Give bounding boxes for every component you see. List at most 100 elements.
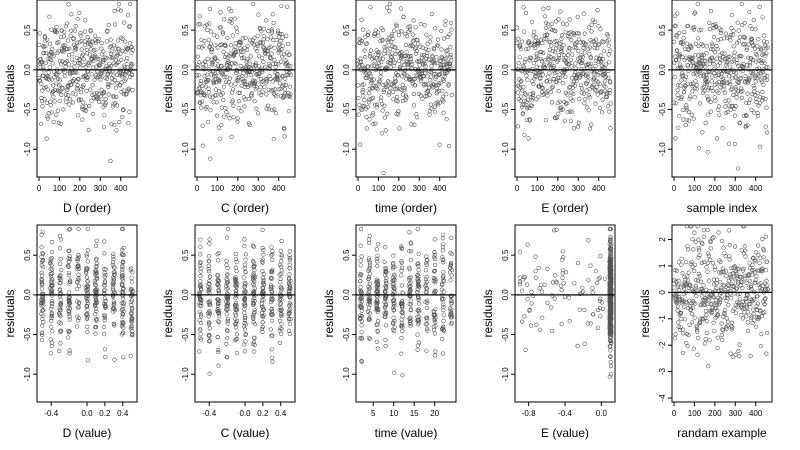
data-point — [121, 300, 126, 305]
data-point — [746, 100, 752, 105]
data-point — [67, 317, 72, 322]
data-point — [554, 115, 560, 120]
data-point — [539, 59, 545, 64]
data-point — [600, 57, 606, 62]
data-point — [129, 332, 134, 338]
data-point — [49, 280, 54, 286]
x-tick-label: 0 — [672, 409, 677, 418]
data-point — [413, 25, 418, 30]
data-point — [39, 281, 45, 286]
data-point — [59, 85, 65, 90]
data-point — [761, 255, 766, 260]
data-point — [241, 79, 246, 84]
data-point — [75, 256, 80, 262]
data-point — [356, 83, 361, 88]
data-point — [568, 118, 574, 123]
data-point — [198, 279, 203, 284]
data-point — [49, 318, 54, 323]
data-point — [286, 41, 291, 47]
data-point — [360, 27, 366, 32]
data-point — [719, 238, 725, 243]
data-point — [279, 286, 284, 291]
data-point — [433, 349, 438, 354]
data-point — [690, 83, 695, 89]
data-point — [126, 121, 131, 126]
data-point — [522, 314, 527, 319]
data-point — [733, 103, 738, 109]
data-point — [679, 316, 684, 322]
data-point — [79, 38, 84, 44]
data-point — [736, 80, 742, 85]
data-point — [706, 253, 712, 258]
data-point — [718, 30, 723, 36]
data-point — [374, 48, 379, 53]
data-point — [235, 119, 240, 124]
data-point — [423, 64, 428, 69]
data-point — [207, 282, 212, 287]
data-point — [586, 92, 592, 98]
data-point — [72, 48, 77, 53]
data-point — [267, 63, 273, 69]
data-point — [423, 268, 429, 273]
data-point — [370, 95, 376, 100]
data-point — [736, 348, 741, 354]
data-point — [260, 245, 265, 251]
data-point — [114, 94, 119, 99]
data-point — [743, 73, 748, 79]
data-point — [100, 57, 105, 63]
data-point — [762, 60, 767, 65]
data-point — [423, 71, 428, 76]
data-point — [721, 87, 726, 92]
data-point — [759, 332, 764, 337]
data-point — [93, 243, 99, 248]
data-point — [121, 303, 126, 308]
data-point — [439, 47, 444, 52]
data-point — [233, 49, 239, 54]
data-point — [260, 227, 265, 232]
data-point — [58, 257, 63, 262]
data-point — [732, 113, 738, 118]
data-point — [252, 349, 257, 354]
x-tick-label: 400 — [272, 184, 286, 193]
data-point — [525, 297, 530, 302]
data-point — [530, 79, 535, 84]
data-point — [230, 98, 235, 103]
y-tick-label: 0.0 — [181, 64, 190, 76]
data-point — [425, 74, 430, 79]
data-point — [76, 264, 81, 269]
data-point — [722, 90, 728, 95]
data-point — [554, 79, 559, 84]
data-point — [417, 58, 422, 63]
data-point — [532, 29, 537, 35]
data-point — [569, 64, 574, 69]
data-point — [373, 121, 378, 126]
data-point — [447, 63, 453, 69]
data-point — [729, 320, 735, 325]
data-point — [204, 22, 210, 27]
data-point — [413, 45, 418, 50]
data-point — [231, 103, 236, 108]
data-point — [716, 104, 722, 109]
data-point — [724, 274, 729, 279]
data-point — [416, 268, 421, 273]
data-point — [120, 278, 126, 283]
data-point — [432, 250, 437, 255]
data-point — [386, 92, 391, 97]
data-point — [110, 54, 115, 59]
y-tick-label: -1.0 — [501, 142, 510, 156]
data-point — [48, 256, 53, 262]
data-point — [705, 269, 710, 274]
data-point — [200, 99, 205, 104]
data-point — [555, 58, 561, 63]
data-point — [101, 313, 107, 318]
x-tick-label: 300 — [413, 184, 427, 193]
data-point — [87, 52, 92, 57]
data-point — [111, 254, 116, 259]
data-point — [46, 74, 51, 79]
data-point — [679, 94, 684, 99]
data-point — [287, 266, 292, 271]
x-tick-label: 400 — [592, 184, 606, 193]
data-point — [607, 79, 613, 84]
data-point — [130, 47, 135, 52]
